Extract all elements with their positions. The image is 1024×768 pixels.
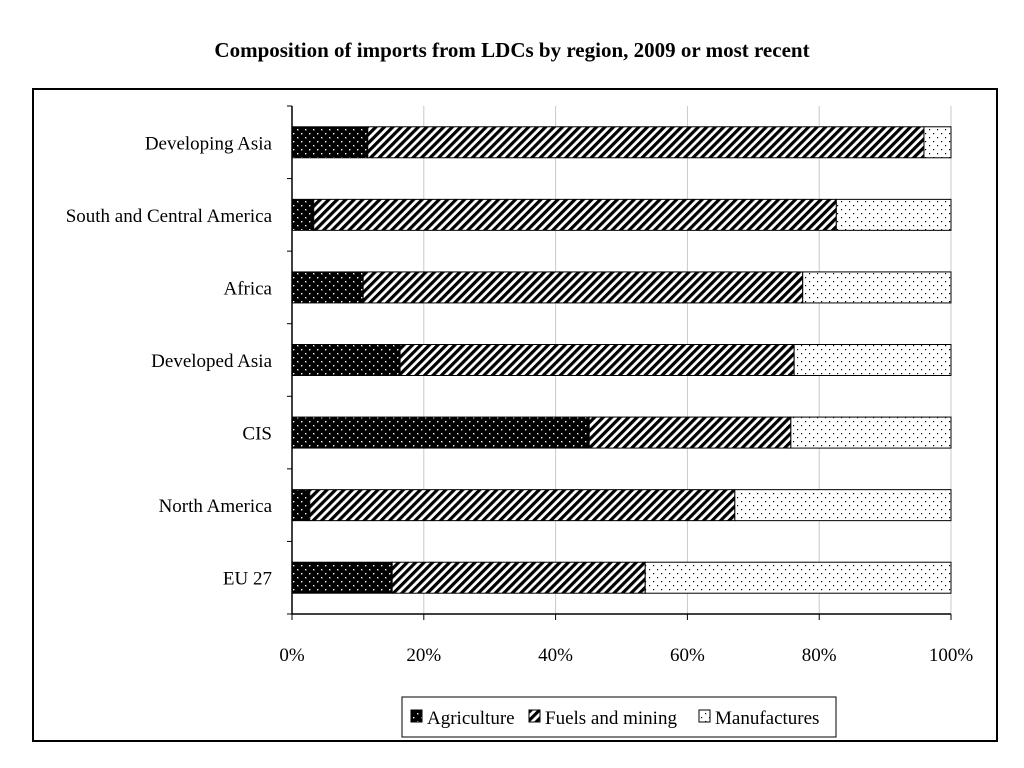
bar-manufactures xyxy=(644,561,952,594)
y-tick-label: North America xyxy=(159,496,273,517)
axes xyxy=(287,105,952,620)
y-tick-label: Africa xyxy=(223,278,272,299)
legend-box xyxy=(401,696,837,738)
legend-swatch xyxy=(698,709,711,723)
bar-agriculture xyxy=(291,489,311,522)
bar-agriculture xyxy=(291,271,364,304)
bar-manufactures xyxy=(923,126,952,159)
y-tick-label: Developed Asia xyxy=(151,351,272,372)
legend-label: Manufactures xyxy=(715,708,819,729)
bar-agriculture xyxy=(291,561,393,594)
y-tick-label: CIS xyxy=(242,424,272,445)
x-tick-label: 20% xyxy=(406,645,441,666)
bar-fuels-and-mining xyxy=(391,561,646,594)
bar-fuels-and-mining xyxy=(362,271,804,304)
x-tick-label: 40% xyxy=(538,645,573,666)
bars xyxy=(291,126,952,594)
bar-agriculture xyxy=(291,344,401,376)
tick-labels: 0% 20% 40% 60% 80% 100% Developing Asia South a… xyxy=(66,133,974,666)
legend: Agriculture Fuels and mining Manufactures xyxy=(401,696,837,738)
x-tick-label: 100% xyxy=(929,645,974,666)
bar-manufactures xyxy=(793,344,952,376)
bar-manufactures xyxy=(835,198,952,231)
chart-title: Composition of imports from LDCs by regi… xyxy=(214,38,810,62)
legend-swatch xyxy=(528,709,541,723)
legend-label: Agriculture xyxy=(427,708,515,729)
y-tick-label: South and Central America xyxy=(66,206,273,227)
bar-manufactures xyxy=(734,489,952,522)
chart-frame xyxy=(32,88,998,742)
bar-fuels-and-mining xyxy=(309,489,736,522)
bar-manufactures xyxy=(802,271,952,304)
legend-label: Fuels and mining xyxy=(545,708,677,729)
y-tick-label: EU 27 xyxy=(223,569,272,590)
bar-agriculture xyxy=(291,416,590,449)
bar-agriculture xyxy=(291,198,315,231)
bar-fuels-and-mining xyxy=(399,344,795,376)
bar-agriculture xyxy=(291,126,369,159)
y-tick-label: Developing Asia xyxy=(145,133,273,154)
bar-manufactures xyxy=(790,416,952,449)
bar-fuels-and-mining xyxy=(367,126,925,159)
x-tick-label: 80% xyxy=(802,645,837,666)
legend-swatch xyxy=(410,709,423,723)
x-tick-label: 60% xyxy=(670,645,705,666)
bar-fuels-and-mining xyxy=(313,198,837,231)
x-tick-label: 0% xyxy=(279,645,305,666)
bar-fuels-and-mining xyxy=(588,416,792,449)
